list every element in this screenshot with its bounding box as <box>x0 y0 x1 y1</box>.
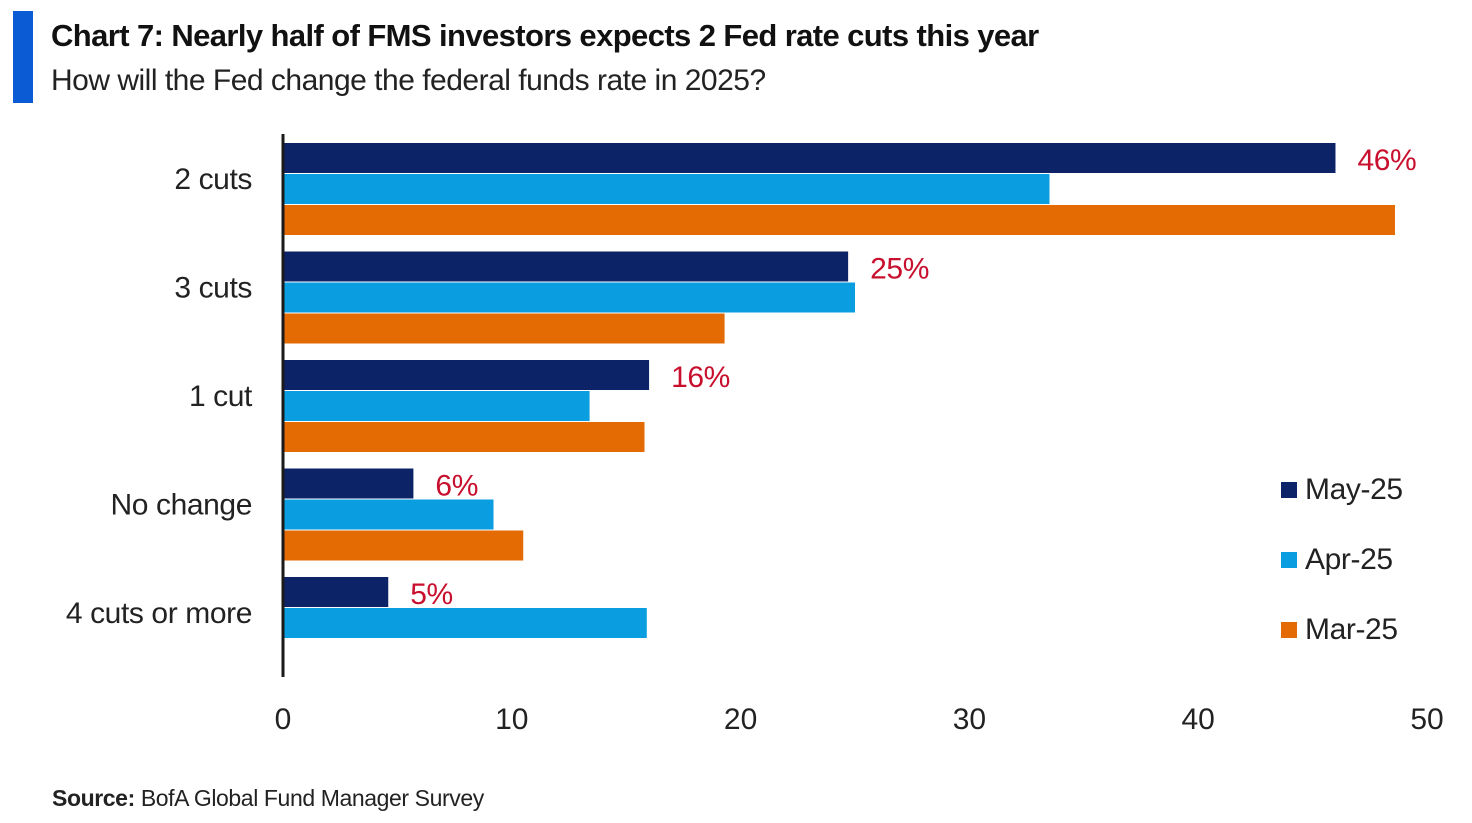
bar-2-cuts-mar-25 <box>283 205 1395 235</box>
category-label: 2 cuts <box>174 163 252 196</box>
legend-swatch <box>1281 552 1297 568</box>
data-label: 5% <box>410 578 453 611</box>
legend-item: May-25 <box>1281 470 1403 510</box>
bar-1-cut-may-25 <box>283 360 650 390</box>
bar-1-cut-mar-25 <box>283 422 645 452</box>
legend-swatch <box>1281 622 1297 638</box>
x-tick-label: 0 <box>275 703 292 736</box>
x-tick-label: 30 <box>953 703 986 736</box>
legend-swatch <box>1281 482 1297 498</box>
x-tick-label: 10 <box>495 703 528 736</box>
data-label: 16% <box>671 361 730 394</box>
category-label: No change <box>110 489 252 522</box>
category-label: 1 cut <box>189 380 253 413</box>
bar-4-cuts-or-more-apr-25 <box>283 608 647 638</box>
legend-label: May-25 <box>1305 473 1403 506</box>
category-label: 3 cuts <box>174 272 252 305</box>
legend-label: Apr-25 <box>1305 543 1393 576</box>
bar-3-cuts-mar-25 <box>283 313 725 344</box>
source-label: Source: <box>52 785 135 811</box>
source-text: BofA Global Fund Manager Survey <box>140 785 484 811</box>
title-accent-bar <box>13 11 33 103</box>
chart-title: Chart 7: Nearly half of FMS investors ex… <box>51 18 1039 53</box>
x-tick-label: 40 <box>1182 703 1215 736</box>
legend-item: Mar-25 <box>1281 610 1398 650</box>
data-label: 25% <box>870 253 929 286</box>
bar-2-cuts-apr-25 <box>283 174 1050 204</box>
bar-no-change-may-25 <box>283 468 414 499</box>
bar-4-cuts-or-more-may-25 <box>283 577 389 607</box>
bar-3-cuts-may-25 <box>283 251 849 282</box>
legend-label: Mar-25 <box>1305 613 1398 646</box>
bar-2-cuts-may-25 <box>283 143 1336 173</box>
source-note: Source: BofA Global Fund Manager Survey <box>52 785 484 812</box>
x-tick-label: 20 <box>724 703 757 736</box>
category-label: 4 cuts or more <box>66 597 252 630</box>
bar-no-change-apr-25 <box>283 499 494 530</box>
bar-no-change-mar-25 <box>283 530 524 561</box>
x-tick-label: 50 <box>1410 703 1443 736</box>
bar-1-cut-apr-25 <box>283 391 590 421</box>
legend-item: Apr-25 <box>1281 540 1393 580</box>
bar-3-cuts-apr-25 <box>283 282 855 313</box>
chart-subtitle: How will the Fed change the federal fund… <box>51 64 766 97</box>
data-label: 46% <box>1357 144 1416 177</box>
data-label: 6% <box>435 470 478 503</box>
